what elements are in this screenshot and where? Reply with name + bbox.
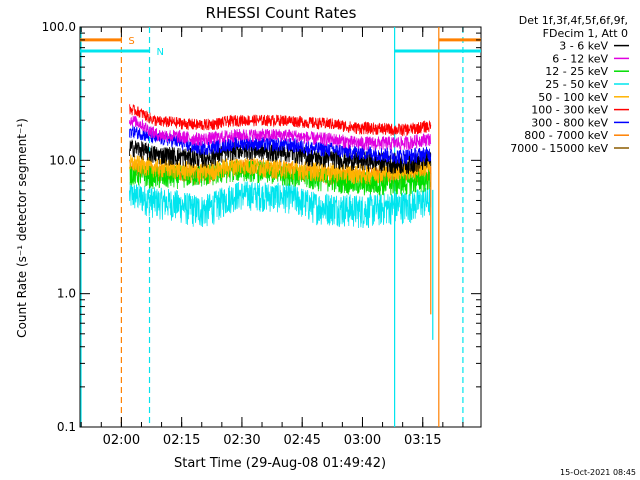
x-tick-label: 02:15: [163, 433, 200, 448]
x-tick-label: 03:15: [404, 433, 441, 448]
x-tick-label: 02:45: [283, 433, 320, 448]
attenuator-flags: SN: [80, 36, 481, 58]
footer-timestamp: 15-Oct-2021 08:45: [560, 468, 636, 477]
y-axis: 0.1 1.0 10.0 100.0: [42, 20, 481, 434]
legend-entry-label: 7000 - 15000 keV: [510, 142, 608, 155]
legend: Det 1f,3f,4f,5f,6f,9f,FDecim 1, Att 03 -…: [510, 14, 629, 155]
legend-entry-label: 3 - 6 keV: [559, 40, 608, 53]
x-axis-label: Start Time (29-Aug-08 01:49:42): [174, 456, 386, 471]
flag-label: N: [157, 47, 164, 58]
legend-entry-label: 12 - 25 keV: [545, 65, 608, 78]
chart-title: RHESSI Count Rates: [206, 4, 357, 22]
vertical-markers: [80, 27, 464, 427]
y-tick-label: 1.0: [57, 287, 76, 301]
x-tick-label: 02:30: [223, 433, 260, 448]
series-line: [129, 115, 432, 151]
series-line: [129, 103, 432, 137]
legend-entry-label: 50 - 100 keV: [538, 91, 608, 104]
legend-entry-label: 100 - 300 keV: [531, 104, 608, 117]
legend-entry-label: 800 - 7000 keV: [524, 129, 608, 142]
x-tick-label: 02:00: [103, 433, 140, 448]
series-line: [129, 181, 432, 229]
series-group: [129, 103, 434, 340]
series-line: [129, 153, 432, 186]
y-tick-label: 10.0: [49, 153, 76, 167]
x-axis: 02:00 02:15 02:30 02:45 03:00 03:15: [80, 27, 464, 448]
y-tick-label: 100.0: [42, 20, 76, 34]
legend-entry-label: 25 - 50 keV: [545, 78, 608, 91]
legend-header: FDecim 1, Att 0: [543, 27, 628, 40]
y-axis-label: Count Rate (s⁻¹ detector segment⁻¹): [15, 118, 29, 338]
legend-entry-label: 6 - 12 keV: [552, 52, 608, 65]
y-tick-label: 0.1: [57, 420, 76, 434]
legend-header: Det 1f,3f,4f,5f,6f,9f,: [519, 14, 628, 27]
flag-label: S: [128, 36, 134, 47]
plot-frame: [79, 26, 482, 428]
x-tick-label: 03:00: [344, 433, 381, 448]
legend-entry-label: 300 - 800 keV: [531, 116, 608, 129]
series-line: [129, 125, 432, 165]
